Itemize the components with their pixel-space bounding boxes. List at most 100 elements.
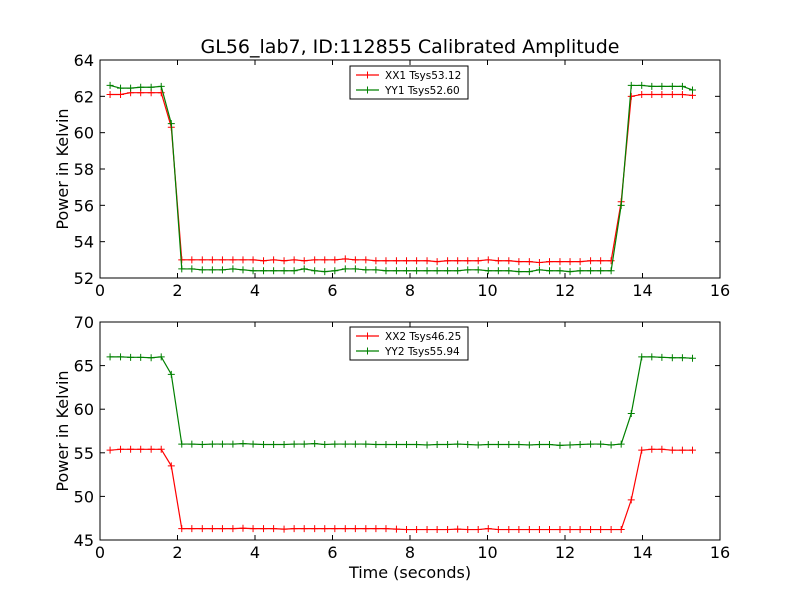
x-tick-label: 0	[95, 281, 105, 300]
data-point-marker	[127, 445, 135, 453]
x-tick-label: 6	[327, 543, 337, 562]
data-point-marker	[556, 258, 564, 266]
data-point-marker	[270, 525, 278, 533]
data-point-marker	[546, 526, 553, 534]
data-point-marker	[341, 525, 349, 533]
data-point-marker	[311, 525, 319, 533]
legend-box	[349, 65, 469, 100]
data-point-marker	[290, 440, 298, 448]
data-point-marker	[270, 256, 278, 264]
data-point-marker	[331, 440, 339, 448]
data-point-marker	[627, 410, 635, 418]
data-point-marker	[137, 83, 145, 91]
data-point-marker	[331, 256, 339, 264]
legend-label: XX2 Tsys46.25	[385, 331, 461, 343]
data-point-marker	[208, 256, 216, 264]
data-point-marker	[566, 268, 574, 276]
data-point-marker	[280, 525, 288, 533]
data-point-marker	[587, 267, 595, 275]
data-point-marker	[260, 525, 268, 533]
data-point-marker	[147, 445, 155, 453]
y-tick-label: 58	[74, 160, 94, 179]
data-point-marker	[239, 256, 247, 264]
data-point-marker	[403, 267, 411, 275]
data-point-marker	[678, 82, 686, 90]
x-tick-label: 16	[710, 281, 730, 300]
x-tick-label: 12	[555, 281, 575, 300]
data-point-marker	[658, 445, 666, 453]
data-point-marker	[351, 256, 359, 264]
data-point-marker	[106, 81, 114, 89]
x-tick-label: 14	[632, 543, 652, 562]
data-point-marker	[178, 525, 186, 533]
y-axis-label: Power in Kelvin	[53, 370, 72, 491]
data-point-marker	[403, 441, 411, 449]
data-point-marker	[167, 120, 175, 128]
data-point-marker	[137, 353, 145, 361]
data-point-marker	[546, 258, 553, 266]
data-point-marker	[392, 267, 400, 275]
data-point-marker	[413, 441, 421, 449]
data-point-marker	[218, 525, 226, 533]
data-point-marker	[423, 526, 431, 534]
y-tick-label: 50	[74, 487, 94, 506]
data-point-marker	[362, 256, 370, 264]
data-point-marker	[505, 267, 513, 275]
data-point-marker	[382, 267, 390, 275]
data-point-marker	[106, 353, 114, 361]
data-point-marker	[117, 84, 125, 92]
data-point-marker	[556, 441, 564, 449]
data-point-marker	[648, 445, 656, 453]
y-tick-label: 64	[74, 51, 94, 70]
data-point-marker	[484, 267, 492, 275]
data-point-marker	[423, 257, 431, 265]
data-point-marker	[515, 441, 523, 449]
data-point-marker	[311, 267, 319, 275]
data-point-marker	[321, 525, 329, 533]
data-point-marker	[167, 462, 175, 470]
data-point-marker	[688, 86, 696, 94]
data-point-marker	[208, 266, 216, 274]
data-point-marker	[668, 82, 676, 90]
data-point-marker	[474, 257, 482, 265]
x-tick-label: 8	[405, 543, 415, 562]
data-point-marker	[505, 526, 513, 534]
data-point-marker	[607, 257, 615, 265]
data-point-marker	[392, 257, 400, 265]
data-point-marker	[229, 525, 237, 533]
x-tick-label: 10	[477, 281, 497, 300]
data-point-marker	[668, 446, 676, 454]
data-point-marker	[494, 526, 502, 534]
series-line-xx1	[110, 92, 693, 264]
data-point-marker	[382, 441, 390, 449]
data-point-marker	[290, 256, 298, 264]
data-point-marker	[188, 265, 196, 273]
data-point-marker	[638, 91, 646, 99]
data-point-marker	[270, 267, 278, 275]
data-point-marker	[260, 441, 268, 449]
data-point-marker	[249, 440, 257, 448]
data-point-marker	[648, 353, 656, 361]
data-point-marker	[525, 268, 533, 276]
data-point-marker	[587, 526, 595, 534]
data-point-marker	[597, 257, 605, 265]
data-point-marker	[484, 525, 492, 533]
data-point-marker	[464, 257, 472, 265]
data-point-marker	[117, 91, 125, 99]
x-tick-label: 14	[632, 281, 652, 300]
data-point-marker	[433, 441, 441, 449]
data-point-marker	[627, 496, 635, 504]
data-point-marker	[413, 526, 421, 534]
data-point-marker	[321, 268, 329, 276]
data-point-marker	[147, 83, 155, 91]
data-point-marker	[341, 255, 349, 263]
data-point-marker	[311, 256, 319, 264]
data-point-marker	[454, 440, 462, 448]
data-point-marker	[382, 257, 390, 265]
data-point-marker	[351, 265, 359, 273]
data-point-marker	[535, 526, 543, 534]
data-point-marker	[587, 440, 595, 448]
data-point-marker	[106, 91, 114, 99]
data-point-marker	[556, 267, 564, 275]
legend-label: YY1 Tsys52.60	[384, 85, 460, 97]
